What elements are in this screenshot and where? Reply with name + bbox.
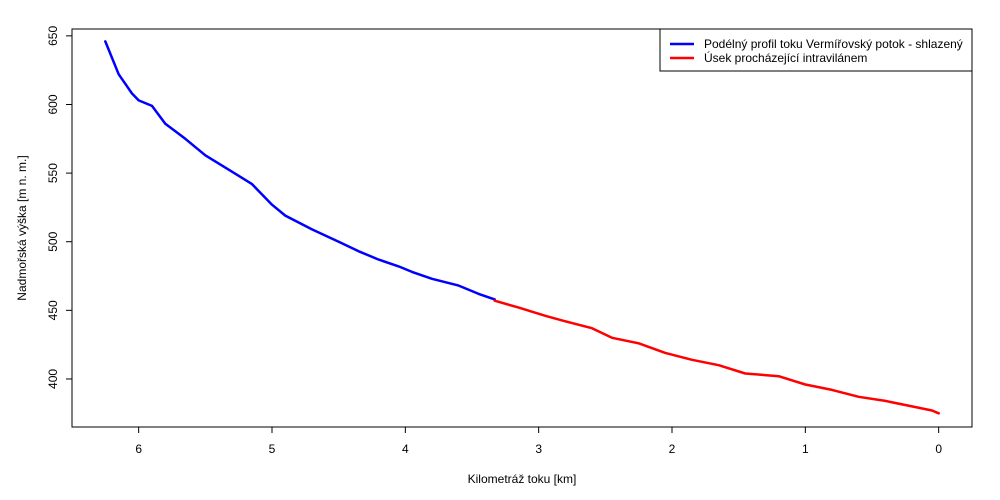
x-tick-label: 5 [269, 442, 276, 456]
y-tick-label: 650 [46, 26, 60, 46]
x-tick-label: 3 [535, 442, 542, 456]
x-tick-label: 4 [402, 442, 409, 456]
x-tick-label: 6 [135, 442, 142, 456]
x-tick-label: 1 [802, 442, 809, 456]
series-line-1 [104, 40, 496, 301]
y-tick-label: 500 [46, 231, 60, 251]
y-tick-label: 600 [46, 94, 60, 114]
legend: Podélný profil toku Vermířovský potok - … [659, 28, 973, 72]
x-axis-title: Kilometráž toku [km] [468, 472, 577, 486]
x-axis: 6 5 4 3 2 1 0 [135, 427, 942, 456]
legend-box [659, 28, 973, 72]
x-tick-label: 2 [669, 442, 676, 456]
x-tick-label: 0 [935, 442, 942, 456]
series-line-2 [493, 299, 940, 415]
legend-label-series-2: Úsek procházející intravilánem [704, 50, 867, 65]
y-axis: 400 450 500 550 600 650 [46, 26, 72, 389]
y-axis-title: Nadmořská výška [m n. m.] [15, 155, 29, 300]
series-layer [104, 40, 940, 415]
legend-label-series-1: Podélný profil toku Vermířovský potok - … [704, 37, 963, 51]
y-tick-label: 400 [46, 369, 60, 389]
y-tick-label: 550 [46, 163, 60, 183]
plot-frame [71, 28, 973, 428]
y-tick-label: 450 [46, 300, 60, 320]
